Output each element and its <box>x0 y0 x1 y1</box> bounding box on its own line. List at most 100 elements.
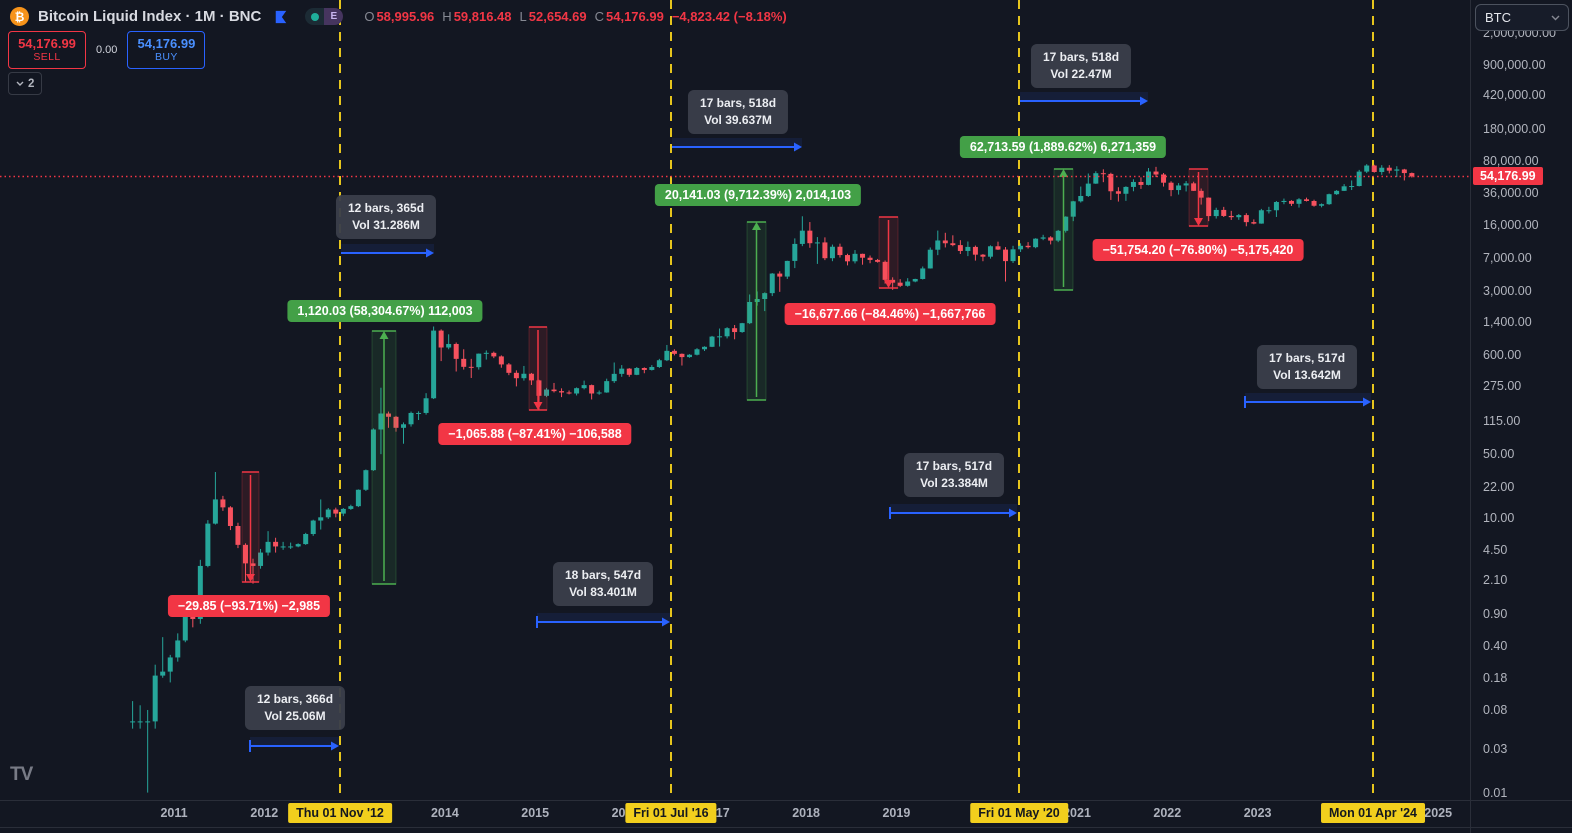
candle-body <box>1063 216 1069 231</box>
candle-body <box>175 640 181 658</box>
price-tick-label: 180,000.00 <box>1483 121 1546 136</box>
price-tick-label: 10.00 <box>1483 511 1515 526</box>
candle-body <box>273 541 279 547</box>
candle-body <box>1364 165 1370 172</box>
candle-body <box>258 552 264 566</box>
candle-body <box>318 517 324 521</box>
candle-body <box>634 367 640 375</box>
toggle-dot-segment <box>305 8 325 25</box>
halving-date-label[interactable]: Fri 01 May '20 <box>970 803 1068 823</box>
year-label: 2012 <box>250 806 279 820</box>
currency-value: BTC <box>1485 10 1511 25</box>
candle-body <box>1288 200 1294 204</box>
candle-body <box>671 350 677 354</box>
candle-body <box>942 240 948 244</box>
sell-price: 54,176.99 <box>18 36 76 51</box>
candle-body <box>1183 183 1189 186</box>
candle-body <box>686 354 692 358</box>
candle-body <box>769 273 775 294</box>
measure-info-box[interactable]: 12 bars, 365d Vol 31.286M <box>335 195 437 239</box>
candle-body <box>197 565 203 619</box>
buy-button[interactable]: 54,176.99 BUY <box>127 31 206 69</box>
measure-info-box[interactable]: 18 bars, 547d Vol 83.401M <box>552 562 654 606</box>
halving-date-label[interactable]: Mon 01 Apr '24 <box>1321 803 1425 823</box>
chevron-down-icon <box>1551 15 1560 20</box>
price-change-label[interactable]: 20,141.03 (9,712.39%) 2,014,103 <box>654 184 862 206</box>
change-value: −4,823.42 (−8.18%) <box>671 9 787 24</box>
high-label: H <box>442 9 452 24</box>
candle-body <box>679 353 685 358</box>
candle-body <box>340 508 346 514</box>
measure-info-box[interactable]: 17 bars, 517d Vol 13.642M <box>1256 345 1358 389</box>
candle-body <box>732 328 738 333</box>
year-label: 2022 <box>1153 806 1182 820</box>
arrow-right-icon <box>1009 508 1017 518</box>
candle-body <box>1145 171 1151 185</box>
candle-body <box>920 268 926 279</box>
flag-icon[interactable] <box>274 9 288 25</box>
price-tick-label: 22.00 <box>1483 479 1515 494</box>
price-change-label[interactable]: −16,677.66 (−84.46%) −1,667,766 <box>784 303 996 325</box>
candle-body <box>1033 238 1039 248</box>
candle-body <box>762 293 768 300</box>
measure-info-box[interactable]: 17 bars, 518d Vol 22.47M <box>1030 44 1132 88</box>
candle-body <box>814 242 820 244</box>
halving-date-label[interactable]: Thu 01 Nov '12 <box>288 803 392 823</box>
price-tick-label: 0.08 <box>1483 702 1508 717</box>
tradingview-logo[interactable]: TV <box>10 764 33 785</box>
candle-body <box>890 279 896 283</box>
measure-info-box[interactable]: 17 bars, 517d Vol 23.384M <box>903 453 1005 497</box>
candle-body <box>596 392 602 394</box>
candle-body <box>498 356 504 365</box>
candle-body <box>1356 171 1362 187</box>
arrow-up-icon <box>1059 169 1068 177</box>
status-dot-icon <box>310 12 319 21</box>
candle-body <box>130 721 136 723</box>
candle-body <box>1093 173 1099 184</box>
candle-body <box>875 259 881 262</box>
indicator-toggle[interactable]: E <box>305 8 344 25</box>
price-tick-label: 80,000.00 <box>1483 153 1539 168</box>
candle-body <box>844 255 850 262</box>
price-tick-label: 0.90 <box>1483 606 1508 621</box>
candle-body <box>1078 195 1084 202</box>
halving-date-label[interactable]: Fri 01 Jul '16 <box>625 803 717 823</box>
candle-body <box>1221 209 1227 216</box>
candle-body <box>709 336 715 347</box>
candlestick-chart[interactable] <box>0 0 1470 800</box>
price-change-label[interactable]: −1,065.88 (−87.41%) −106,588 <box>438 423 632 445</box>
measure-info-box[interactable]: 17 bars, 518d Vol 39.637M <box>687 90 789 134</box>
chart-legend: ₿ Bitcoin Liquid Index · 1M · BNC E O 58,… <box>10 7 787 26</box>
price-change-label[interactable]: 62,713.59 (1,889.62%) 6,271,359 <box>959 136 1167 158</box>
close-label: C <box>594 9 604 24</box>
candle-body <box>589 385 595 394</box>
candle-body <box>370 429 376 471</box>
candle-body <box>476 353 482 368</box>
year-label: 2025 <box>1424 806 1453 820</box>
price-change-label[interactable]: −29.85 (−93.71%) −2,985 <box>167 595 331 617</box>
price-tick-label: 600.00 <box>1483 348 1522 363</box>
price-axis[interactable]: 0.01 0.03 0.08 0.18 0.40 0.90 2.10 4.50 10.00 22.… <box>1470 0 1572 824</box>
candle-body <box>641 367 647 370</box>
candle-body <box>551 389 557 392</box>
price-change-label[interactable]: 1,120.03 (58,304.67%) 112,003 <box>287 300 483 322</box>
time-axis[interactable]: 2011201220132014201520162017201820192020… <box>0 800 1572 828</box>
candle-body <box>905 281 911 286</box>
collapse-drawings-button[interactable]: 2 <box>8 72 43 95</box>
candle-body <box>1326 194 1332 205</box>
measure-info-box[interactable]: 12 bars, 366d Vol 25.06M <box>244 686 346 730</box>
arrow-right-icon <box>1140 96 1148 106</box>
currency-dropdown[interactable]: BTC <box>1475 4 1569 31</box>
trade-widget: 54,176.99 SELL 0.00 54,176.99 BUY <box>8 31 206 69</box>
candle-body <box>837 246 843 256</box>
candle-body <box>927 249 933 269</box>
measure-band <box>341 244 434 253</box>
measure-band <box>672 138 802 147</box>
price-change-label[interactable]: −51,754.20 (−76.80%) −5,175,420 <box>1092 239 1304 261</box>
chart-canvas[interactable]: 12 bars, 365d Vol 31.286M 17 bars, 518d Vol… <box>0 0 1470 800</box>
price-tick-label: 3,000.00 <box>1483 284 1532 299</box>
year-label: 2019 <box>882 806 911 820</box>
sell-button[interactable]: 54,176.99 SELL <box>8 31 86 69</box>
candle-body <box>167 657 173 672</box>
candle-body <box>227 507 233 526</box>
